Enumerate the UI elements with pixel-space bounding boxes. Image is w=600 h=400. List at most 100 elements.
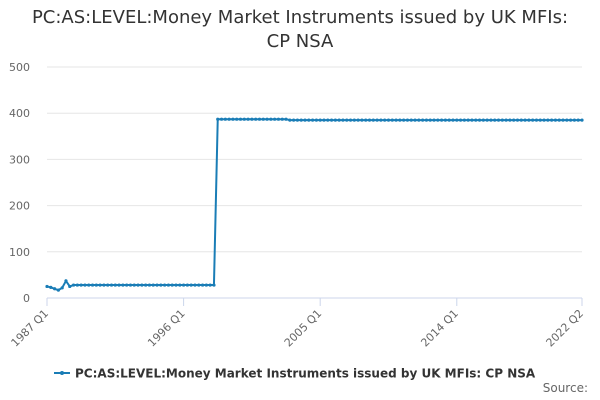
y-tick-label: 100 [9, 246, 30, 259]
point [493, 118, 497, 122]
point [219, 117, 224, 121]
point [477, 118, 482, 122]
point [356, 118, 360, 122]
point [257, 117, 262, 121]
point [128, 283, 133, 287]
point [125, 283, 129, 287]
point [75, 283, 79, 287]
point [106, 283, 110, 287]
chart-title: PC:AS:LEVEL:Money Market Instruments iss… [31, 7, 569, 52]
point [269, 117, 273, 121]
x-tick-label: 2022 Q2 [544, 307, 587, 350]
point [147, 283, 152, 287]
point [390, 118, 394, 122]
point [474, 118, 478, 122]
point [261, 117, 265, 121]
point [360, 118, 364, 122]
point [79, 283, 83, 287]
point [299, 118, 303, 122]
point [193, 283, 197, 287]
point [102, 283, 106, 287]
point [174, 283, 178, 287]
point [462, 118, 466, 122]
point [144, 283, 148, 287]
point [557, 118, 561, 122]
point [136, 283, 140, 287]
point [250, 117, 254, 121]
point [386, 118, 391, 122]
point [424, 118, 429, 122]
point [496, 118, 501, 122]
point [398, 118, 402, 122]
point [292, 118, 296, 122]
point [508, 118, 512, 122]
point [534, 118, 539, 122]
point [329, 118, 334, 122]
point [212, 283, 216, 287]
point [71, 283, 76, 287]
point [504, 118, 508, 122]
point [481, 118, 485, 122]
point [208, 283, 212, 287]
point [238, 117, 243, 121]
point [326, 118, 330, 122]
point [402, 118, 406, 122]
point [49, 285, 53, 289]
point [197, 283, 201, 287]
point [428, 118, 432, 122]
point [527, 118, 531, 122]
point [580, 118, 584, 122]
point [265, 117, 269, 121]
point [276, 117, 281, 121]
y-tick-label: 400 [9, 107, 30, 120]
point [314, 118, 318, 122]
point [322, 118, 326, 122]
point [235, 117, 239, 121]
point [447, 118, 451, 122]
point [132, 283, 136, 287]
point [87, 283, 91, 287]
point [421, 118, 425, 122]
point [561, 118, 565, 122]
x-tick-label: 1996 Q1 [145, 307, 188, 350]
point [565, 118, 569, 122]
point [223, 117, 227, 121]
point [56, 288, 60, 292]
point [337, 118, 341, 122]
point [68, 284, 72, 289]
point [553, 118, 558, 122]
point [409, 118, 413, 122]
point [443, 118, 448, 122]
point [432, 118, 436, 122]
point [569, 118, 573, 122]
point [113, 283, 117, 287]
y-tick-label: 200 [9, 200, 30, 213]
point [185, 283, 189, 287]
point [550, 118, 554, 122]
point [345, 118, 349, 122]
point [227, 117, 231, 121]
point [515, 118, 520, 122]
x-tick-label: 2005 Q1 [282, 307, 325, 350]
point [189, 283, 193, 287]
point [367, 118, 372, 122]
legend-marker [60, 371, 64, 375]
point [519, 118, 523, 122]
point [364, 118, 368, 122]
point [451, 118, 455, 122]
point [151, 283, 155, 287]
point [204, 283, 208, 287]
point [333, 118, 337, 122]
point [542, 118, 546, 122]
point [383, 118, 387, 122]
point [254, 117, 258, 121]
point [170, 283, 174, 287]
point [231, 117, 235, 121]
point [52, 287, 57, 291]
point [318, 118, 322, 122]
point [489, 118, 493, 122]
point [341, 118, 345, 122]
point [98, 283, 102, 287]
point [94, 283, 98, 287]
